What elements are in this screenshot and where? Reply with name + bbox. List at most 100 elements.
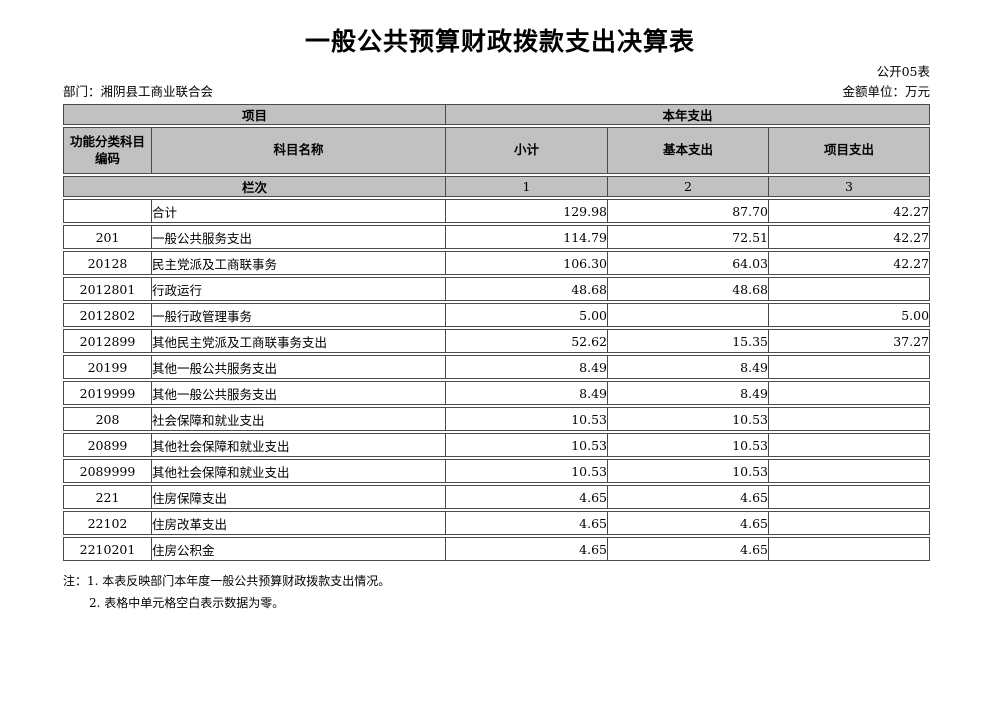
cell-basic-expenditure: 4.65 [607,511,769,535]
cell-basic-expenditure [607,303,769,327]
note-prefix: 注： [63,574,88,588]
cell-subject-name: 其他民主党派及工商联事务支出 [151,329,446,353]
table-row: 合计 129.98 87.70 42.27 [63,199,931,223]
header-col-number-3: 3 [768,176,931,197]
header-subject-name: 科目名称 [151,127,446,174]
header-group-row: 项目 本年支出 [63,104,931,125]
cell-subject-name: 一般公共服务支出 [151,225,446,249]
cell-subtotal: 4.65 [445,537,608,561]
table-row: 2089999 其他社会保障和就业支出 10.53 10.53 [63,459,931,483]
cell-subtotal: 8.49 [445,355,608,379]
cell-project-expenditure [768,277,931,301]
cell-subject-name: 其他社会保障和就业支出 [151,433,446,457]
cell-project-expenditure [768,537,931,561]
cell-project-expenditure [768,459,931,483]
cell-subject-name: 行政运行 [151,277,446,301]
cell-subject-name: 社会保障和就业支出 [151,407,446,431]
cell-function-code: 20128 [63,251,151,275]
cell-function-code: 22102 [63,511,151,535]
table-row: 22102 住房改革支出 4.65 4.65 [63,511,931,535]
cell-basic-expenditure: 10.53 [607,407,769,431]
cell-subtotal: 48.68 [445,277,608,301]
department-label: 部门：湘阴县工商业联合会 [63,84,214,99]
cell-subtotal: 4.65 [445,511,608,535]
table-row: 20899 其他社会保障和就业支出 10.53 10.53 [63,433,931,457]
cell-subject-name: 其他社会保障和就业支出 [151,459,446,483]
cell-basic-expenditure: 87.70 [607,199,769,223]
notes-block: 注：1. 本表反映部门本年度一般公共预算财政拨款支出情况。 2. 表格中单元格空… [63,570,930,614]
cell-function-code: 2089999 [63,459,151,483]
cell-project-expenditure [768,485,931,509]
cell-subtotal: 106.30 [445,251,608,275]
cell-function-code: 221 [63,485,151,509]
cell-function-code: 208 [63,407,151,431]
header-subtotal: 小计 [445,127,608,174]
cell-subject-name: 住房公积金 [151,537,446,561]
cell-basic-expenditure: 8.49 [607,355,769,379]
expenditure-table: 项目 本年支出 功能分类科目编码 科目名称 小计 基本支出 项目支出 栏次 1 … [63,102,931,563]
cell-project-expenditure: 42.27 [768,225,931,249]
table-row: 2210201 住房公积金 4.65 4.65 [63,537,931,561]
cell-project-expenditure [768,433,931,457]
cell-subtotal: 8.49 [445,381,608,405]
header-col-number-2: 2 [607,176,769,197]
cell-subtotal: 129.98 [445,199,608,223]
cell-project-expenditure [768,355,931,379]
cell-subject-name: 住房改革支出 [151,511,446,535]
cell-project-expenditure: 42.27 [768,199,931,223]
cell-function-code: 2012899 [63,329,151,353]
cell-function-code: 2019999 [63,381,151,405]
cell-project-expenditure: 37.27 [768,329,931,353]
cell-project-expenditure: 5.00 [768,303,931,327]
header-columns-row: 功能分类科目编码 科目名称 小计 基本支出 项目支出 [63,127,931,174]
note-line: 注：1. 本表反映部门本年度一般公共预算财政拨款支出情况。 [63,570,930,592]
table-row: 221 住房保障支出 4.65 4.65 [63,485,931,509]
cell-subject-name: 住房保障支出 [151,485,446,509]
cell-subtotal: 52.62 [445,329,608,353]
cell-subject-name: 民主党派及工商联事务 [151,251,446,275]
cell-project-expenditure [768,407,931,431]
header-col-number-1: 1 [445,176,608,197]
header-column-index-row: 栏次 1 2 3 [63,176,931,197]
cell-subject-name: 合计 [151,199,446,223]
cell-basic-expenditure: 10.53 [607,459,769,483]
header-basic-expenditure: 基本支出 [607,127,769,174]
cell-subtotal: 5.00 [445,303,608,327]
meta-row: 部门：湘阴县工商业联合会 金额单位：万元 [63,85,930,99]
cell-project-expenditure: 42.27 [768,251,931,275]
page-title: 一般公共预算财政拨款支出决算表 [304,27,695,56]
header-project-group: 项目 [63,104,446,125]
cell-basic-expenditure: 4.65 [607,537,769,561]
cell-subject-name: 其他一般公共服务支出 [151,381,446,405]
cell-basic-expenditure: 8.49 [607,381,769,405]
cell-subtotal: 10.53 [445,407,608,431]
unit-label: 金额单位：万元 [842,84,930,99]
cell-subject-name: 一般行政管理事务 [151,303,446,327]
header-row-label: 栏次 [63,176,446,197]
cell-subject-name: 其他一般公共服务支出 [151,355,446,379]
table-row: 2012801 行政运行 48.68 48.68 [63,277,931,301]
table-row: 20199 其他一般公共服务支出 8.49 8.49 [63,355,931,379]
note-item-2: 2. 表格中单元格空白表示数据为零。 [89,596,285,610]
cell-basic-expenditure: 72.51 [607,225,769,249]
cell-function-code: 2012801 [63,277,151,301]
cell-function-code [63,199,151,223]
table-row: 2012899 其他民主党派及工商联事务支出 52.62 15.35 37.27 [63,329,931,353]
cell-function-code: 201 [63,225,151,249]
header-current-year-group: 本年支出 [445,104,931,125]
cell-project-expenditure [768,511,931,535]
header-project-expenditure: 项目支出 [768,127,931,174]
cell-basic-expenditure: 4.65 [607,485,769,509]
table-row: 2012802 一般行政管理事务 5.00 5.00 [63,303,931,327]
table-row: 20128 民主党派及工商联事务 106.30 64.03 42.27 [63,251,931,275]
cell-subtotal: 10.53 [445,459,608,483]
cell-function-code: 2012802 [63,303,151,327]
report-sheet: 公开05表 部门：湘阴县工商业联合会 金额单位：万元 项目 本年支出 功能分类科… [63,64,931,614]
note-item-1: 1. 本表反映部门本年度一般公共预算财政拨款支出情况。 [87,574,391,588]
cell-basic-expenditure: 48.68 [607,277,769,301]
cell-function-code: 20899 [63,433,151,457]
table-code-label: 公开05表 [876,64,930,79]
cell-subtotal: 10.53 [445,433,608,457]
cell-function-code: 2210201 [63,537,151,561]
